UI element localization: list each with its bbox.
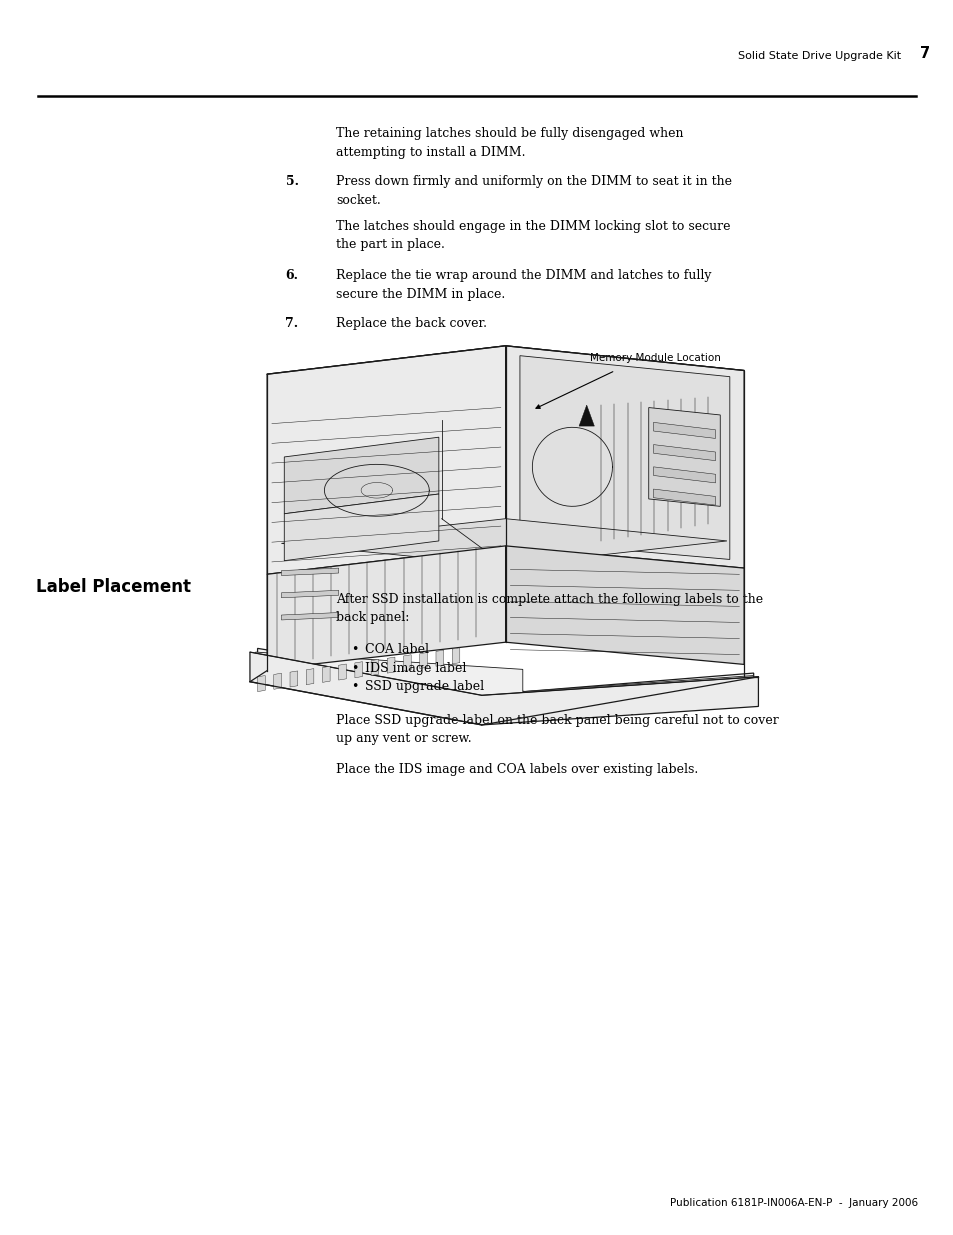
Text: Replace the back cover.: Replace the back cover. [335, 317, 486, 331]
Text: up any vent or screw.: up any vent or screw. [335, 732, 471, 746]
Text: Label Placement: Label Placement [36, 578, 191, 597]
Text: Place SSD upgrade label on the back panel being careful not to cover: Place SSD upgrade label on the back pane… [335, 714, 778, 727]
Text: secure the DIMM in place.: secure the DIMM in place. [335, 288, 504, 301]
Text: •: • [351, 643, 358, 657]
Polygon shape [322, 667, 330, 683]
Polygon shape [419, 652, 427, 668]
Text: the part in place.: the part in place. [335, 238, 444, 252]
Text: 6.: 6. [285, 269, 298, 283]
Polygon shape [267, 546, 505, 669]
Polygon shape [267, 346, 743, 399]
Text: After SSD installation is complete attach the following labels to the: After SSD installation is complete attac… [335, 593, 762, 606]
Polygon shape [519, 356, 729, 559]
Polygon shape [578, 405, 594, 426]
Text: Solid State Drive Upgrade Kit: Solid State Drive Upgrade Kit [738, 51, 901, 61]
Polygon shape [505, 346, 743, 568]
Polygon shape [281, 354, 727, 404]
Polygon shape [255, 652, 753, 719]
Polygon shape [267, 346, 505, 574]
Text: Publication 6181P-IN006A-EN-P  -  January 2006: Publication 6181P-IN006A-EN-P - January … [669, 1198, 917, 1208]
Text: COA label: COA label [365, 643, 429, 657]
Polygon shape [281, 613, 338, 620]
Polygon shape [653, 489, 715, 505]
Text: The latches should engage in the DIMM locking slot to secure: The latches should engage in the DIMM lo… [335, 220, 730, 233]
Text: Replace the tie wrap around the DIMM and latches to fully: Replace the tie wrap around the DIMM and… [335, 269, 711, 283]
Polygon shape [371, 659, 378, 676]
Polygon shape [338, 664, 346, 680]
Text: Place the IDS image and COA labels over existing labels.: Place the IDS image and COA labels over … [335, 763, 698, 777]
Polygon shape [653, 422, 715, 438]
Text: The retaining latches should be fully disengaged when: The retaining latches should be fully di… [335, 127, 682, 141]
Polygon shape [355, 662, 362, 678]
Polygon shape [403, 655, 411, 671]
Polygon shape [250, 652, 758, 725]
Text: Memory Module Location: Memory Module Location [589, 353, 720, 363]
Polygon shape [452, 648, 459, 664]
Polygon shape [648, 408, 720, 506]
Polygon shape [257, 648, 753, 719]
Text: SSD upgrade label: SSD upgrade label [365, 680, 484, 694]
Text: Press down firmly and uniformly on the DIMM to seat it in the: Press down firmly and uniformly on the D… [335, 175, 731, 189]
Polygon shape [274, 673, 281, 689]
Text: •: • [351, 662, 358, 676]
Polygon shape [290, 671, 297, 687]
Text: IDS image label: IDS image label [365, 662, 466, 676]
Polygon shape [257, 676, 265, 692]
Polygon shape [284, 437, 438, 514]
Polygon shape [505, 546, 743, 664]
Text: 5.: 5. [285, 175, 298, 189]
Polygon shape [653, 445, 715, 461]
Polygon shape [387, 657, 395, 673]
Text: 7.: 7. [285, 317, 298, 331]
Polygon shape [281, 519, 726, 566]
Polygon shape [653, 467, 715, 483]
Polygon shape [436, 650, 443, 666]
Text: back panel:: back panel: [335, 611, 409, 625]
Text: •: • [351, 680, 358, 694]
Polygon shape [306, 668, 314, 684]
Polygon shape [281, 568, 338, 576]
Text: attempting to install a DIMM.: attempting to install a DIMM. [335, 146, 525, 159]
Polygon shape [284, 494, 438, 561]
Text: socket.: socket. [335, 194, 380, 207]
Polygon shape [281, 590, 338, 598]
Text: 7: 7 [919, 46, 929, 61]
